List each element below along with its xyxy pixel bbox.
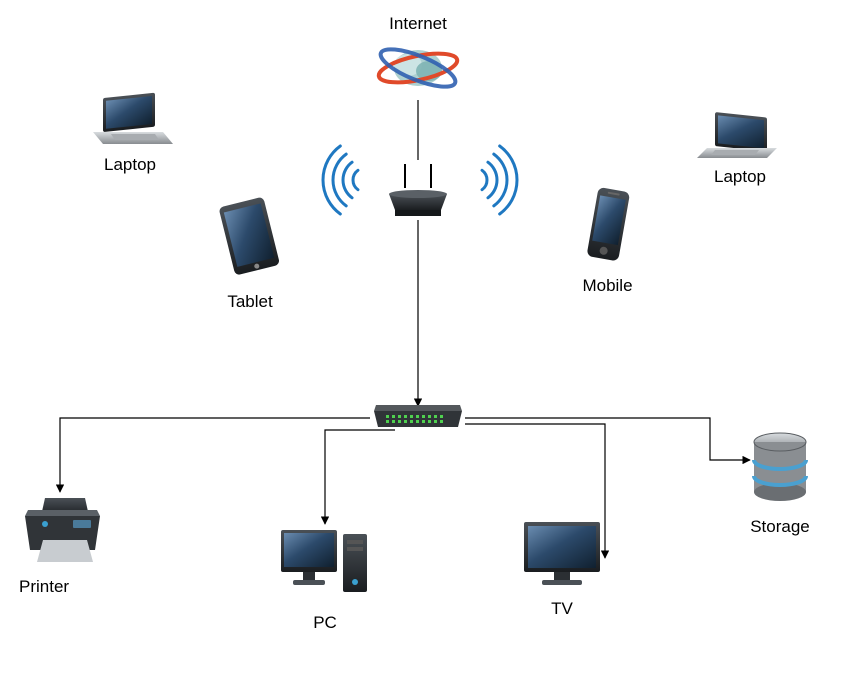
laptop-right-node: Laptop — [695, 100, 785, 187]
tablet-icon — [215, 195, 285, 283]
printer-icon — [15, 490, 110, 568]
pc-node: PC — [275, 522, 375, 633]
router-node — [383, 158, 453, 223]
tablet-label: Tablet — [215, 292, 285, 312]
switch-node — [370, 405, 466, 438]
mobile-label: Mobile — [580, 276, 635, 296]
printer-label: Printer — [19, 577, 110, 597]
laptop-icon — [695, 100, 785, 158]
tv-label: TV — [518, 599, 606, 619]
mobile-node: Mobile — [580, 185, 635, 296]
mobile-icon — [580, 185, 635, 267]
tv-node: TV — [518, 518, 606, 619]
laptop-right-label: Laptop — [695, 167, 785, 187]
pc-label: PC — [275, 613, 375, 633]
tv-icon — [518, 518, 606, 590]
laptop-icon — [85, 88, 175, 146]
internet-icon — [373, 38, 463, 93]
printer-node: Printer — [15, 490, 110, 597]
storage-icon — [748, 430, 812, 508]
router-icon — [383, 158, 453, 218]
storage-node: Storage — [748, 430, 812, 537]
internet-label: Internet — [373, 14, 463, 34]
tablet-node: Tablet — [215, 195, 285, 312]
laptop-left-label: Laptop — [85, 155, 175, 175]
switch-icon — [370, 405, 466, 433]
internet-node: Internet — [373, 10, 463, 98]
storage-label: Storage — [748, 517, 812, 537]
laptop-left-node: Laptop — [85, 88, 175, 175]
pc-icon — [275, 522, 375, 604]
